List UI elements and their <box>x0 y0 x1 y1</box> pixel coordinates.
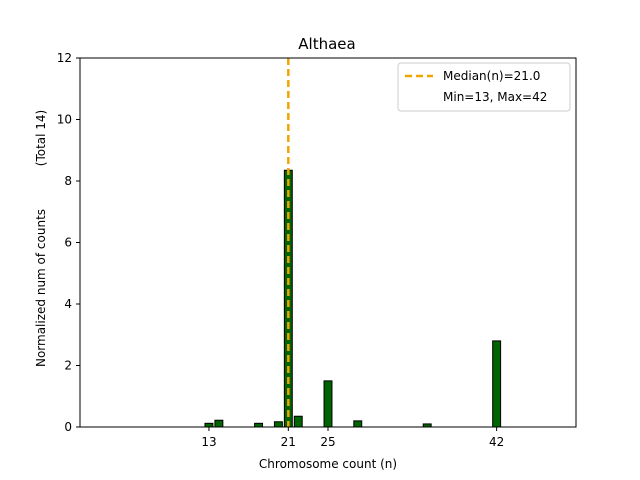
bar-42 <box>492 340 502 428</box>
bar-13 <box>204 422 214 428</box>
y-tick-label-8: 8 <box>64 174 72 188</box>
plot-frame <box>79 57 577 428</box>
x-axis-label: Chromosome count (n) <box>259 457 397 471</box>
y-axis: 0 2 4 6 8 10 12 <box>57 51 80 434</box>
bar-25 <box>323 380 333 428</box>
y-tick-label-2: 2 <box>64 359 72 373</box>
bar-28 <box>353 420 363 428</box>
y-tick-label-4: 4 <box>64 297 72 311</box>
x-axis: 13 21 25 42 <box>201 427 504 449</box>
legend-entry-minmax: Min=13, Max=42 <box>443 90 547 104</box>
x-tick-label-25: 25 <box>320 435 335 449</box>
x-tick-label-21: 21 <box>281 435 296 449</box>
x-tick-label-13: 13 <box>201 435 216 449</box>
bar-20 <box>273 421 283 428</box>
bar-22 <box>293 415 303 428</box>
y-axis-total-label: (Total 14) <box>34 110 48 166</box>
y-tick-label-6: 6 <box>64 236 72 250</box>
bar-14 <box>214 419 224 428</box>
y-tick-label-0: 0 <box>64 420 72 434</box>
bars-layer <box>204 169 502 428</box>
x-tick-label-42: 42 <box>489 435 504 449</box>
chart-title: Althaea <box>298 35 355 53</box>
legend: Median(n)=21.0 Min=13, Max=42 <box>397 62 571 112</box>
y-axis-label: Normalized num of counts <box>34 209 48 367</box>
legend-entry-median: Median(n)=21.0 <box>443 69 540 83</box>
bar-18 <box>254 422 264 428</box>
y-tick-label-10: 10 <box>57 113 72 127</box>
legend-box <box>397 62 571 112</box>
y-tick-label-12: 12 <box>57 51 72 65</box>
